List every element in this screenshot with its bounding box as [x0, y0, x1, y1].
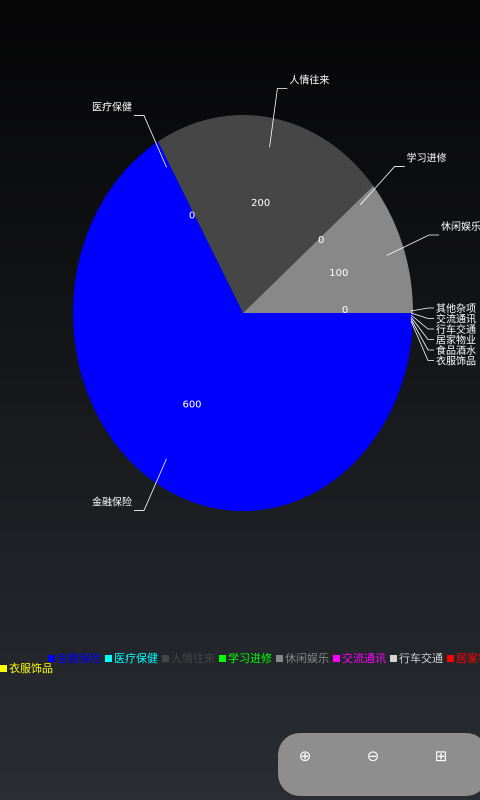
slice-6-leader-line [410, 312, 434, 319]
slice-0-wedge[interactable] [73, 141, 414, 511]
legend-swatch [447, 654, 454, 662]
slice-8-leader-line [410, 316, 434, 340]
slice-7-leader-line [410, 314, 434, 330]
legend-item: 行车交通 [390, 652, 443, 665]
zoom-toolbar: ⊕ ⊖ ⊞ [278, 733, 480, 796]
legend-label: 居家物业 [456, 652, 480, 665]
legend-swatch [219, 654, 226, 662]
slice-2-value-label: 200 [251, 198, 270, 209]
zoom-out-icon[interactable]: ⊖ [366, 747, 380, 765]
legend-item: 医疗保健 [105, 652, 158, 665]
legend-row-2: 衣服饰品 [0, 662, 57, 675]
legend-label: 医疗保健 [114, 652, 158, 665]
slice-4-value-label: 100 [329, 268, 348, 279]
slice-2-wedge[interactable] [158, 115, 374, 313]
chart-legend: 金融保险医疗保健人情往来学习进修休闲娱乐交流通讯行车交通居家物业食品酒水 衣服饰… [0, 652, 480, 682]
legend-label: 学习进修 [228, 652, 272, 665]
slice-0-category-label: 金融保险 [92, 495, 132, 508]
legend-row-1: 金融保险医疗保健人情往来学习进修休闲娱乐交流通讯行车交通居家物业食品酒水 [48, 652, 480, 665]
legend-label: 休闲娱乐 [285, 652, 329, 665]
legend-swatch [276, 654, 283, 662]
slice-2-leader-line [269, 88, 288, 148]
zoom-in-icon[interactable]: ⊕ [298, 747, 312, 765]
legend-swatch [105, 654, 112, 662]
slice-6-category-label: 交流通讯 [436, 313, 476, 326]
slice-1-value-label: 0 [189, 211, 195, 222]
slice-0-value-label: 600 [182, 399, 201, 410]
legend-swatch [390, 654, 397, 662]
legend-swatch [162, 654, 169, 662]
legend-label: 交流通讯 [342, 652, 386, 665]
legend-item: 居家物业 [447, 652, 480, 665]
legend-label: 金融保险 [57, 652, 101, 665]
slice-5-category-label: 其他杂项 [436, 302, 476, 315]
slice-4-leader-line [386, 234, 440, 256]
zoom-fit-icon[interactable]: ⊞ [434, 747, 448, 765]
legend-label: 衣服饰品 [9, 662, 53, 675]
slice-4-wedge[interactable] [243, 185, 413, 313]
legend-swatch [333, 654, 340, 662]
slice-3-leader-line [359, 166, 405, 206]
slice-10-category-label: 衣服饰品 [436, 355, 476, 368]
pie-chart-area: 100 0 200 0 600 0 休闲娱乐 学习进修 人情往来医疗保健金融保险 衣服饰品 食品酒水… [73, 73, 480, 511]
legend-item: 学习进修 [219, 652, 272, 665]
slice-0-leader-line [134, 458, 167, 511]
slice-4-category-label: 休闲娱乐 [441, 220, 480, 233]
slice-1-category-label: 医疗保健 [92, 101, 132, 114]
legend-item: 金融保险 [48, 652, 101, 665]
legend-swatch [0, 664, 7, 672]
slice-8-category-label: 居家物业 [436, 334, 476, 347]
slice-7-category-label: 行车交通 [436, 323, 476, 336]
slice-3-category-label: 学习进修 [407, 151, 447, 164]
slice-5-leader-line [410, 307, 434, 312]
slice-3-value-label: 0 [318, 235, 324, 246]
slice-5-value-label: 0 [342, 305, 348, 316]
legend-item: 人情往来 [162, 652, 215, 665]
legend-label: 行车交通 [399, 652, 443, 665]
legend-item: 休闲娱乐 [276, 652, 329, 665]
slice-2-category-label: 人情往来 [289, 73, 329, 86]
slice-9-leader-line [410, 318, 434, 351]
legend-item: 交流通讯 [333, 652, 386, 665]
legend-swatch [48, 654, 55, 662]
slice-9-category-label: 食品酒水 [436, 344, 476, 357]
legend-item: 衣服饰品 [0, 662, 53, 675]
slice-1-leader-line [134, 115, 167, 168]
legend-label: 人情往来 [171, 652, 215, 665]
slice-10-leader-line [410, 320, 434, 361]
